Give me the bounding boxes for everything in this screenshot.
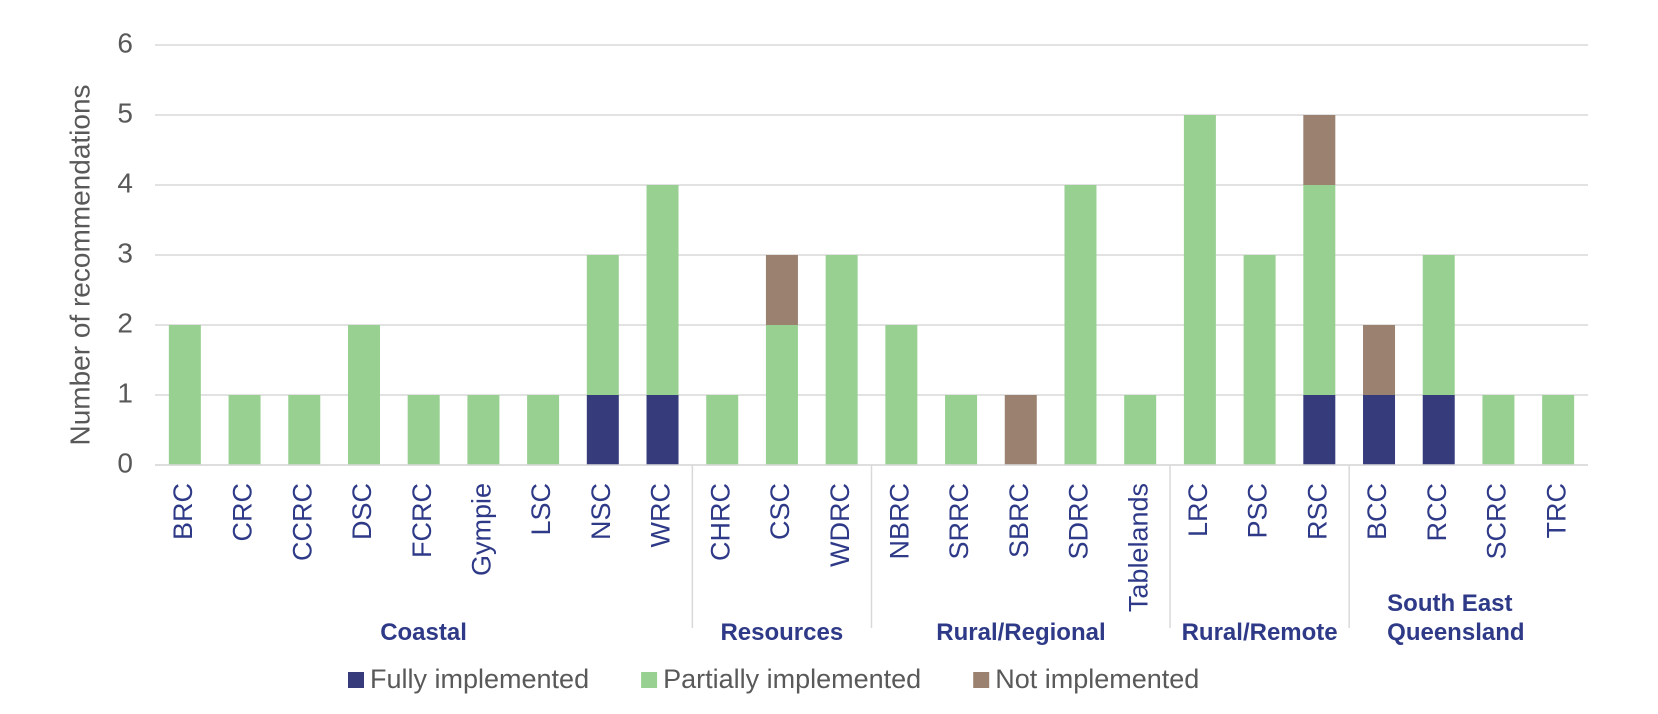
bar-segment — [1542, 395, 1575, 465]
bar-segment — [1422, 395, 1455, 465]
x-tick-label: WDRC — [825, 483, 855, 567]
group-label: Rural/Regional — [936, 619, 1106, 646]
legend-swatch — [973, 672, 990, 688]
x-tick-label: SCRC — [1482, 483, 1512, 560]
x-tick-label: CCRC — [287, 483, 317, 561]
bar-segment — [407, 395, 440, 465]
x-tick-label: CSC — [765, 483, 795, 540]
x-tick-label: DSC — [347, 483, 377, 540]
group-label: Coastal — [380, 619, 467, 646]
y-tick-label: 0 — [117, 447, 133, 478]
bar-segment — [1303, 115, 1336, 185]
bar-segment — [586, 255, 619, 395]
legend-swatch — [348, 672, 364, 688]
group-label: Rural/Remote — [1181, 619, 1338, 646]
x-tick-label: CRC — [228, 483, 258, 542]
y-axis-title: Number of recommendations — [64, 84, 95, 445]
bar-segment — [1064, 185, 1097, 465]
bar-segment — [586, 395, 619, 465]
group-label: South East Queensland — [1387, 590, 1525, 646]
y-tick-label: 5 — [117, 97, 133, 128]
bar-segment — [1004, 395, 1037, 465]
x-tick-label: SDRC — [1064, 483, 1094, 560]
bar-segment — [945, 395, 978, 465]
bar-segment — [765, 255, 798, 325]
x-tick-label: RCC — [1422, 483, 1452, 542]
bar-segment — [288, 395, 321, 465]
bar-segment — [825, 255, 858, 465]
bar-segment — [1303, 395, 1336, 465]
x-tick-label: FCRC — [407, 483, 437, 558]
bar-segment — [765, 325, 798, 465]
bar-segment — [228, 395, 261, 465]
y-tick-label: 3 — [117, 237, 133, 268]
x-tick-label: NBRC — [884, 483, 914, 560]
bar-segment — [1243, 255, 1276, 465]
bar-segment — [1124, 395, 1157, 465]
group-label: Resources — [720, 619, 844, 646]
x-tick-label: PSC — [1243, 483, 1273, 539]
x-tick-label: RSC — [1302, 483, 1332, 540]
bar-segment — [1303, 185, 1336, 395]
y-tick-label: 6 — [117, 27, 133, 58]
x-tick-label: BRC — [168, 483, 198, 540]
bar-segment — [1482, 395, 1515, 465]
legend-label: Partially implemented — [663, 664, 921, 694]
bar-segment — [527, 395, 560, 465]
bar-segment — [1363, 325, 1396, 395]
y-tick-label: 1 — [117, 377, 133, 408]
bar-segment — [467, 395, 500, 465]
x-tick-label: BCC — [1362, 483, 1392, 540]
x-tick-label: CHRC — [705, 483, 735, 561]
y-tick-label: 4 — [117, 167, 133, 198]
legend-label: Not implemented — [995, 664, 1199, 694]
bar-segment — [1363, 395, 1396, 465]
bar-segment — [706, 395, 739, 465]
legend-swatch — [641, 672, 658, 688]
x-tick-label: LRC — [1183, 483, 1213, 537]
bar-segment — [885, 325, 918, 465]
bar-segment — [646, 185, 679, 395]
x-tick-label: SBRC — [1004, 483, 1034, 558]
bar-segment — [1422, 255, 1455, 395]
x-tick-label: TRC — [1541, 483, 1571, 539]
legend-label: Fully implemented — [370, 664, 589, 694]
x-tick-label: LSC — [526, 483, 556, 536]
bar-segment — [646, 395, 679, 465]
x-tick-label: Gympie — [467, 483, 497, 576]
y-tick-label: 2 — [117, 307, 133, 338]
bar-segment — [347, 325, 380, 465]
x-tick-label: Tablelands — [1123, 483, 1153, 612]
x-tick-label: WRC — [646, 483, 676, 547]
bar-segment — [168, 325, 201, 465]
x-tick-label: SRRC — [944, 483, 974, 560]
x-tick-label: NSC — [586, 483, 616, 540]
bar-segment — [1183, 115, 1216, 465]
